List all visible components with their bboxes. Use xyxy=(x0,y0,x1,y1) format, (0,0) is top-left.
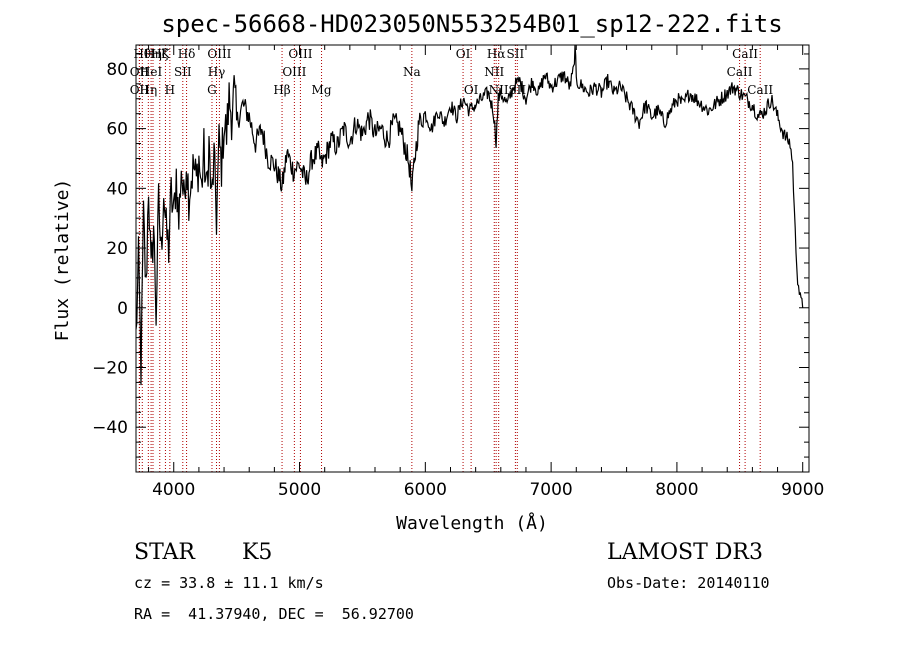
line-label-23: NII xyxy=(489,83,509,97)
line-label-19: OI xyxy=(456,47,471,61)
line-label-18: Na xyxy=(403,65,421,79)
line-label-4: HeI xyxy=(140,65,163,79)
x-tick-label-2: 6000 xyxy=(404,480,447,500)
line-label-28: CaII xyxy=(747,83,773,97)
subclass: K5 xyxy=(242,540,273,565)
line-label-16: OIII xyxy=(288,47,312,61)
line-label-0: Hθ xyxy=(133,47,151,61)
line-label-22: Hα xyxy=(487,47,506,61)
line-label-24: SII xyxy=(507,47,525,61)
line-label-11: G xyxy=(207,83,217,97)
line-label-10: Hδ xyxy=(178,47,196,61)
line-label-9: SII xyxy=(174,65,192,79)
line-label-5: Hη xyxy=(144,47,162,61)
line-label-6: Hζ xyxy=(151,47,168,61)
redshift-line: cz = 33.8 ± 11.1 km/s xyxy=(134,574,324,592)
axis-ticks: 4000 5000 6000 7000 8000 9000 −40 −20 0 20 40 60 80 xyxy=(92,45,824,500)
x-tick-label-3: 7000 xyxy=(529,480,572,500)
survey-name: LAMOST DR3 xyxy=(607,540,763,565)
y-tick-label-2: 0 xyxy=(117,299,128,319)
spectral-line-labels: HθOIIOIIHηHeIHηHζKHSIIHδGHγOIIIHβOIIIOII… xyxy=(130,47,774,97)
y-axis-label: Flux (relative) xyxy=(52,179,73,342)
y-tick-label-4: 40 xyxy=(106,179,128,199)
line-label-15: OIII xyxy=(282,65,306,79)
spectrum-plot: spec-56668-HD023050N553254B01_sp12-222.f… xyxy=(52,10,824,534)
line-label-21: NII xyxy=(484,65,504,79)
plot-frame xyxy=(135,44,810,473)
line-label-13: OIII xyxy=(207,47,231,61)
y-tick-label-5: 60 xyxy=(106,120,128,140)
x-tick-label-4: 8000 xyxy=(655,480,698,500)
line-label-17: Mg xyxy=(312,83,332,97)
line-label-26: CaII xyxy=(727,65,753,79)
line-label-7: K xyxy=(161,47,171,61)
object-type: STAR xyxy=(134,540,195,565)
line-label-20: OI xyxy=(464,83,479,97)
line-label-12: Hγ xyxy=(208,65,226,79)
line-label-2: OII xyxy=(130,83,150,97)
line-label-3: Hη xyxy=(139,83,157,97)
spectrum-line xyxy=(135,44,804,386)
obs-date: Obs-Date: 20140110 xyxy=(607,574,770,592)
y-tick-label-1: −20 xyxy=(92,358,128,378)
ra-dec: RA = 41.37940, DEC = 56.92700 xyxy=(134,605,414,623)
line-label-27: CaII xyxy=(732,47,758,61)
x-axis-label: Wavelength (Å) xyxy=(396,512,548,534)
y-tick-label-3: 20 xyxy=(106,239,128,259)
y-tick-label-0: −40 xyxy=(92,418,128,438)
chart-title: spec-56668-HD023050N553254B01_sp12-222.f… xyxy=(161,10,782,38)
x-tick-label-0: 4000 xyxy=(152,480,195,500)
spectral-line-markers xyxy=(138,45,761,472)
x-tick-label-1: 5000 xyxy=(278,480,321,500)
line-label-8: H xyxy=(165,83,175,97)
x-tick-label-5: 9000 xyxy=(781,480,824,500)
line-label-14: Hβ xyxy=(273,83,290,97)
y-tick-label-6: 80 xyxy=(106,60,128,80)
